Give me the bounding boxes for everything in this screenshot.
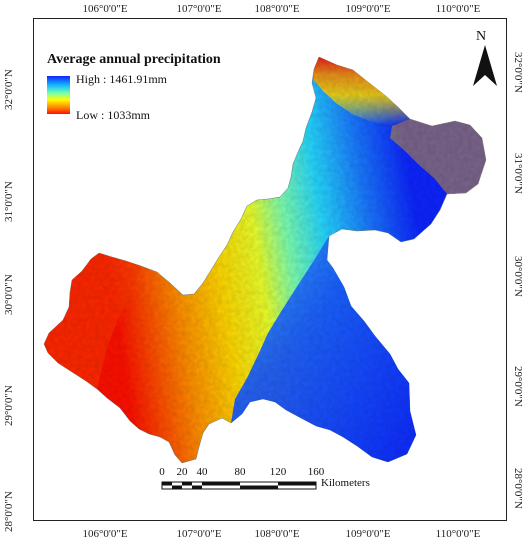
scale-tick-20: 20 xyxy=(176,466,188,478)
longitude-label-bottom-109: 109°0'0"E xyxy=(345,528,391,540)
scale-unit-label: Kilometers xyxy=(321,477,370,489)
scale-bar xyxy=(161,481,317,490)
longitude-label-bottom-107: 107°0'0"E xyxy=(176,528,222,540)
longitude-label-top-106: 106°0'0"E xyxy=(82,3,128,15)
legend-high-label: High : 1461.91mm xyxy=(76,72,168,86)
scale-tick-0: 0 xyxy=(159,466,165,478)
longitude-label-bottom-106: 106°0'0"E xyxy=(82,528,128,540)
longitude-label-top-107: 107°0'0"E xyxy=(176,3,222,15)
longitude-label-top-109: 109°0'0"E xyxy=(345,3,391,15)
longitude-label-top-108: 108°0'0"E xyxy=(254,3,300,15)
legend-color-ramp xyxy=(47,76,70,114)
scale-tick-120: 120 xyxy=(269,466,287,478)
scale-tick-labels: 0 20 40 80 120 160 xyxy=(158,466,328,480)
longitude-label-top-110: 110°0'0"E xyxy=(435,3,481,15)
scale-tick-80: 80 xyxy=(234,466,246,478)
legend-title: Average annual precipitation xyxy=(47,52,221,67)
north-arrow-icon xyxy=(473,45,497,86)
scale-tick-160: 160 xyxy=(307,466,325,478)
scale-tick-40: 40 xyxy=(196,466,208,478)
longitude-label-bottom-108: 108°0'0"E xyxy=(254,528,300,540)
legend-low-label: Low : 1033mm xyxy=(76,108,150,122)
north-label: N xyxy=(476,29,487,44)
terrain-texture-overlay xyxy=(44,57,486,463)
longitude-label-bottom-110: 110°0'0"E xyxy=(435,528,481,540)
